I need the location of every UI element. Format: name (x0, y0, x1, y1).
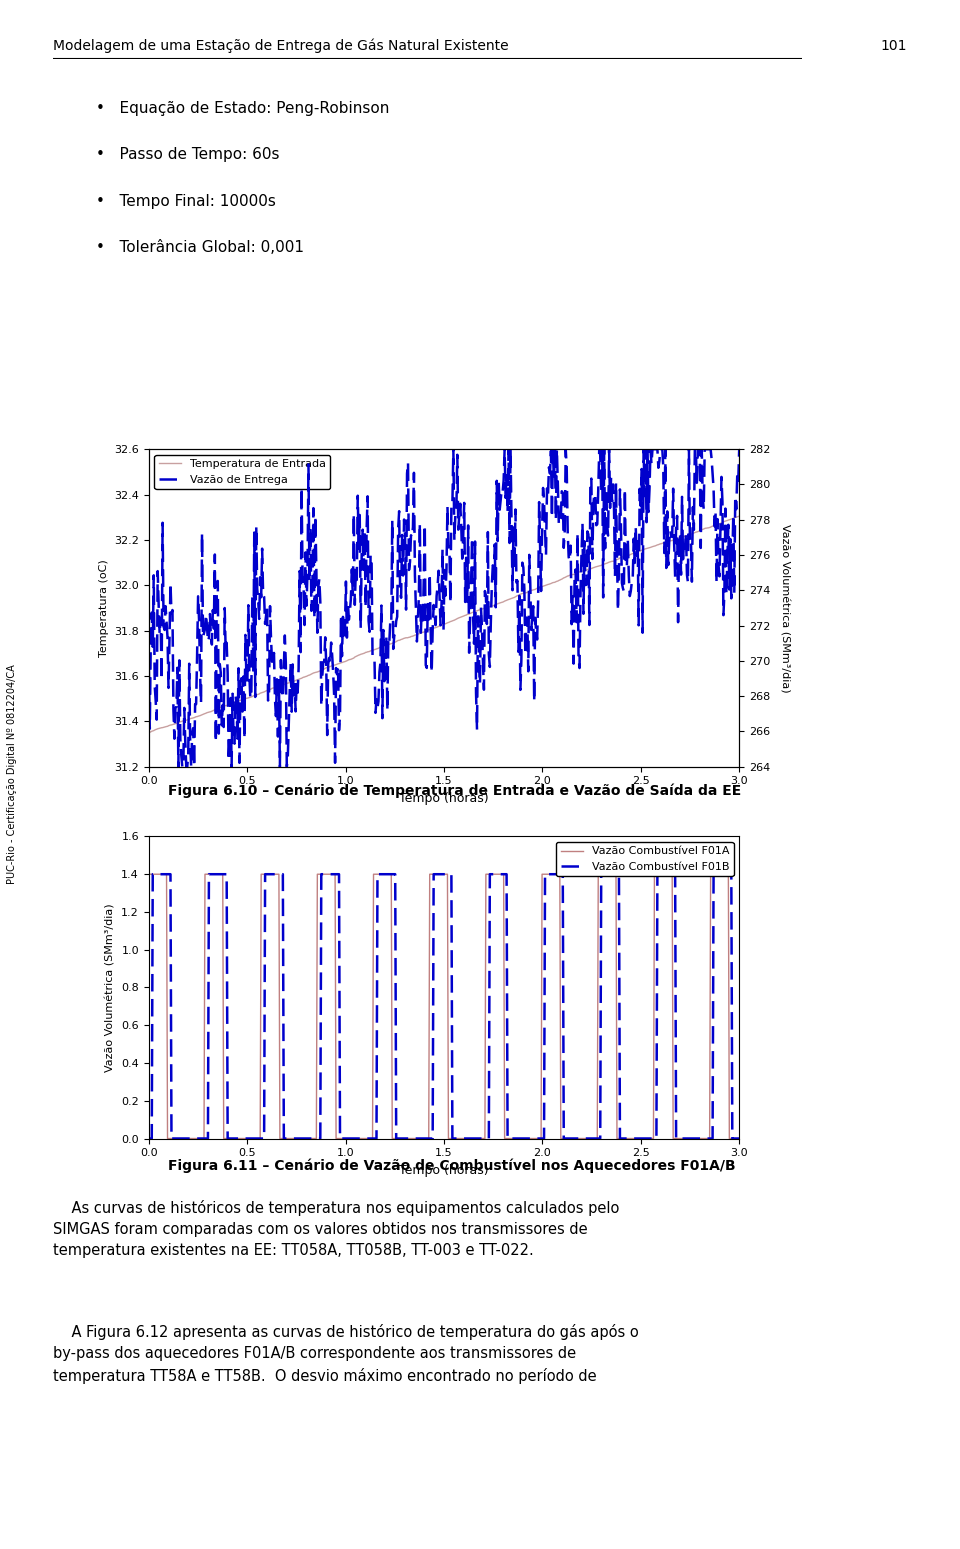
Temperatura de Entrada (143, 723, 155, 742)
Line: Vazão Combustível F01B: Vazão Combustível F01B (149, 874, 739, 1139)
Vazão Combustível F01A (249, 1129, 260, 1148)
Line: Vazão Combustível F01A: Vazão Combustível F01A (149, 874, 739, 1139)
Vazão Combustível F01A (162, 1129, 174, 1148)
Temperatura de Entrada (295, 669, 306, 688)
X-axis label: Tempo (horas): Tempo (horas) (399, 1163, 489, 1177)
Text: PUC-Rio - Certificação Digital Nº 0812204/CA: PUC-Rio - Certificação Digital Nº 081220… (7, 665, 16, 884)
Temperatura de Entrada (491, 595, 502, 613)
Y-axis label: Vazão Volumétrica (SMm³/dia): Vazão Volumétrica (SMm³/dia) (106, 903, 116, 1072)
Vazão de Entrega (143, 654, 155, 672)
Vazão Combustível F01A (411, 1129, 422, 1148)
Legend: Temperatura de Entrada, Vazão de Entrega: Temperatura de Entrada, Vazão de Entrega (155, 455, 330, 489)
Vazão de Entrega (296, 479, 307, 497)
Legend: Vazão Combustível F01A, Vazão Combustível F01B: Vazão Combustível F01A, Vazão Combustíve… (556, 843, 733, 877)
Line: Vazão de Entrega: Vazão de Entrega (149, 449, 739, 767)
Vazão de Entrega (492, 472, 504, 491)
Text: As curvas de históricos de temperatura nos equipamentos calculados pelo
SIMGAS f: As curvas de históricos de temperatura n… (53, 1200, 619, 1258)
Text: •   Equação de Estado: Peng-Robinson: • Equação de Estado: Peng-Robinson (96, 101, 390, 116)
Vazão Combustível F01B (147, 864, 158, 883)
Temperatura de Entrada (410, 626, 421, 644)
Vazão de Entrega (173, 757, 184, 776)
Vazão Combustível F01B (411, 1129, 422, 1148)
Vazão Combustível F01B (588, 1129, 600, 1148)
Temperatura de Entrada (248, 686, 259, 705)
Vazão de Entrega (589, 488, 601, 507)
Vazão Combustível F01A (733, 1129, 745, 1148)
Vazão de Entrega (540, 522, 551, 541)
Y-axis label: Vazão Volumétrica (SMm³/dia): Vazão Volumétrica (SMm³/dia) (780, 524, 790, 692)
Vazão Combustível F01B (733, 1129, 745, 1148)
Vazão Combustível F01A (492, 864, 503, 883)
X-axis label: Tempo (horas): Tempo (horas) (399, 792, 489, 805)
Text: A Figura 6.12 apresenta as curvas de histórico de temperatura do gás após o
by-p: A Figura 6.12 apresenta as curvas de his… (53, 1324, 638, 1383)
Y-axis label: Temperatura (oC): Temperatura (oC) (99, 559, 108, 657)
Vazão Combustível F01A (539, 864, 550, 883)
Text: •   Tolerância Global: 0,001: • Tolerância Global: 0,001 (96, 240, 304, 256)
Temperatura de Entrada (733, 507, 745, 525)
Vazão Combustível F01A (588, 1129, 600, 1148)
Text: •   Tempo Final: 10000s: • Tempo Final: 10000s (96, 194, 276, 209)
Vazão Combustível F01A (296, 1129, 307, 1148)
Vazão Combustível F01B (296, 1129, 307, 1148)
Text: Figura 6.11 – Cenário de Vazão de Combustível nos Aquecedores F01A/B: Figura 6.11 – Cenário de Vazão de Combus… (168, 1159, 735, 1173)
Vazão de Entrega (249, 524, 260, 542)
Text: Modelagem de uma Estação de Entrega de Gás Natural Existente: Modelagem de uma Estação de Entrega de G… (53, 39, 509, 53)
Vazão Combustível F01B (143, 1129, 155, 1148)
Vazão Combustível F01B (539, 1129, 550, 1148)
Vazão de Entrega (733, 440, 745, 459)
Vazão Combustível F01A (143, 864, 155, 883)
Vazão Combustível F01B (249, 1129, 260, 1148)
Line: Temperatura de Entrada: Temperatura de Entrada (149, 516, 739, 733)
Vazão de Entrega (447, 440, 459, 459)
Vazão de Entrega (411, 632, 422, 651)
Temperatura de Entrada (538, 576, 549, 595)
Text: Figura 6.10 – Cenário de Temperatura de Entrada e Vazão de Saída da EE: Figura 6.10 – Cenário de Temperatura de … (168, 784, 741, 798)
Text: 101: 101 (880, 39, 907, 53)
Text: •   Passo de Tempo: 60s: • Passo de Tempo: 60s (96, 147, 279, 163)
Vazão Combustível F01B (492, 864, 503, 883)
Temperatura de Entrada (588, 558, 599, 576)
